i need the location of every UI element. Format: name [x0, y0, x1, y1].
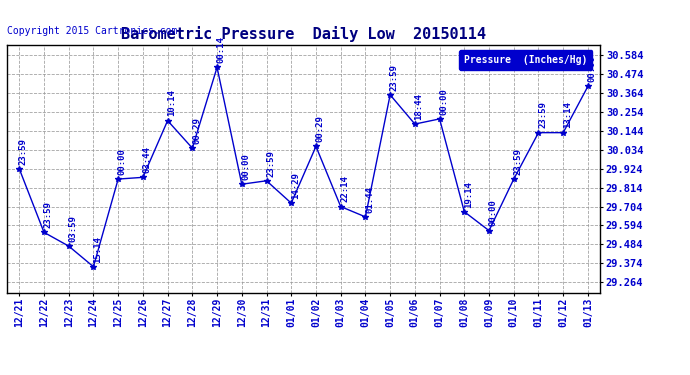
- Text: 00:00: 00:00: [440, 88, 449, 115]
- Text: 13:14: 13:14: [563, 102, 572, 129]
- Text: 15:14: 15:14: [93, 236, 102, 262]
- Text: 23:59: 23:59: [513, 148, 522, 175]
- Text: Copyright 2015 Cartronics.com: Copyright 2015 Cartronics.com: [7, 26, 177, 36]
- Text: 00:00: 00:00: [489, 200, 497, 226]
- Text: 18:44: 18:44: [415, 93, 424, 120]
- Text: 23:59: 23:59: [538, 102, 547, 129]
- Title: Barometric Pressure  Daily Low  20150114: Barometric Pressure Daily Low 20150114: [121, 27, 486, 42]
- Text: 10:14: 10:14: [167, 90, 176, 117]
- Text: 00:00: 00:00: [241, 153, 250, 180]
- Text: 00:29: 00:29: [192, 117, 201, 144]
- Text: 19:14: 19:14: [464, 181, 473, 207]
- Text: 23:59: 23:59: [266, 150, 275, 177]
- Text: 23:59: 23:59: [390, 64, 399, 91]
- Text: 00:14: 00:14: [217, 36, 226, 63]
- Text: 23:59: 23:59: [19, 138, 28, 165]
- Text: 01:44: 01:44: [365, 186, 374, 213]
- Text: 00:00: 00:00: [588, 55, 597, 82]
- Text: 00:00: 00:00: [118, 148, 127, 175]
- Text: 14:29: 14:29: [291, 172, 300, 199]
- Legend: Pressure  (Inches/Hg): Pressure (Inches/Hg): [460, 50, 593, 70]
- Text: 03:59: 03:59: [68, 215, 77, 242]
- Text: 03:44: 03:44: [143, 146, 152, 173]
- Text: 22:14: 22:14: [340, 176, 349, 202]
- Text: 23:59: 23:59: [43, 201, 52, 228]
- Text: 00:29: 00:29: [315, 116, 324, 142]
